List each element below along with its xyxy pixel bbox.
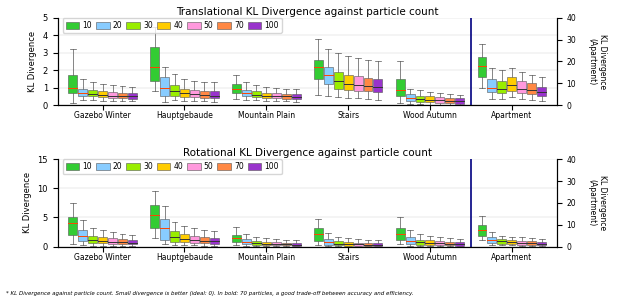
Bar — [292, 94, 301, 99]
Bar — [477, 57, 486, 77]
Bar — [396, 79, 404, 96]
Bar — [333, 241, 342, 245]
Bar — [150, 205, 159, 228]
Y-axis label: KL Divergence
(Apartment): KL Divergence (Apartment) — [588, 175, 607, 230]
Bar — [435, 97, 444, 103]
Legend: 10, 20, 30, 40, 50, 70, 100: 10, 20, 30, 40, 50, 70, 100 — [63, 18, 282, 33]
Bar — [170, 231, 179, 241]
Legend: 10, 20, 30, 40, 50, 70, 100: 10, 20, 30, 40, 50, 70, 100 — [63, 159, 282, 174]
Bar — [160, 77, 169, 96]
Bar — [160, 219, 169, 239]
Bar — [344, 242, 353, 246]
Bar — [353, 243, 362, 246]
Bar — [396, 228, 404, 239]
Bar — [445, 98, 454, 103]
Bar — [455, 242, 464, 246]
Bar — [415, 96, 424, 102]
Title: Rotational KL Divergence against particle count: Rotational KL Divergence against particl… — [182, 148, 432, 158]
Bar — [497, 239, 506, 244]
Bar — [364, 78, 372, 91]
Bar — [98, 238, 107, 243]
Bar — [374, 244, 383, 246]
Bar — [232, 84, 241, 93]
Bar — [477, 225, 486, 236]
Bar — [374, 79, 383, 92]
Bar — [190, 236, 199, 243]
Bar — [170, 85, 179, 96]
Bar — [200, 91, 209, 98]
Bar — [415, 239, 424, 245]
Bar — [537, 242, 546, 245]
Bar — [272, 242, 281, 245]
Bar — [180, 234, 189, 242]
Bar — [78, 230, 87, 241]
Title: Translational KL Divergence against particle count: Translational KL Divergence against part… — [176, 7, 438, 17]
Bar — [527, 83, 536, 94]
Bar — [333, 72, 342, 89]
Bar — [517, 81, 526, 93]
Bar — [455, 99, 464, 104]
Y-axis label: KL Divergence
(Apartment): KL Divergence (Apartment) — [588, 34, 607, 89]
Bar — [242, 90, 251, 96]
Bar — [118, 239, 127, 244]
Bar — [488, 79, 497, 92]
Bar — [150, 48, 159, 81]
Bar — [118, 93, 127, 98]
Bar — [242, 239, 251, 244]
Bar — [282, 243, 291, 245]
Bar — [88, 90, 97, 97]
Bar — [78, 89, 87, 96]
Bar — [128, 240, 137, 244]
Bar — [508, 240, 516, 244]
Bar — [272, 93, 281, 99]
Bar — [200, 237, 209, 243]
Bar — [108, 238, 117, 244]
Bar — [517, 241, 526, 244]
Bar — [88, 236, 97, 243]
Bar — [68, 75, 77, 93]
Bar — [252, 241, 261, 245]
Bar — [364, 243, 372, 246]
Bar — [68, 217, 77, 235]
Bar — [262, 93, 271, 98]
Bar — [210, 238, 219, 244]
Bar — [292, 243, 301, 246]
Y-axis label: KL Divergence: KL Divergence — [23, 172, 32, 233]
Bar — [426, 97, 435, 102]
Bar — [497, 81, 506, 93]
Bar — [108, 92, 117, 98]
Bar — [210, 91, 219, 99]
Bar — [324, 239, 333, 245]
Bar — [128, 93, 137, 99]
Bar — [282, 94, 291, 99]
Bar — [508, 77, 516, 91]
Bar — [324, 67, 333, 84]
Text: * KL Divergence against particle count. Small divergence is better (ideal: 0). I: * KL Divergence against particle count. … — [6, 290, 414, 296]
Bar — [353, 76, 362, 91]
Bar — [527, 241, 536, 245]
Bar — [488, 237, 497, 243]
Bar — [180, 89, 189, 97]
Bar — [537, 86, 546, 97]
Bar — [252, 91, 261, 97]
Bar — [314, 228, 323, 241]
Bar — [435, 241, 444, 245]
Bar — [445, 242, 454, 245]
Bar — [406, 94, 415, 101]
Bar — [262, 242, 271, 245]
Bar — [98, 91, 107, 97]
Y-axis label: KL Divergence: KL Divergence — [28, 31, 37, 92]
Bar — [426, 240, 435, 245]
Bar — [232, 235, 241, 242]
Bar — [314, 60, 323, 79]
Bar — [344, 75, 353, 90]
Bar — [406, 237, 415, 244]
Bar — [190, 90, 199, 97]
